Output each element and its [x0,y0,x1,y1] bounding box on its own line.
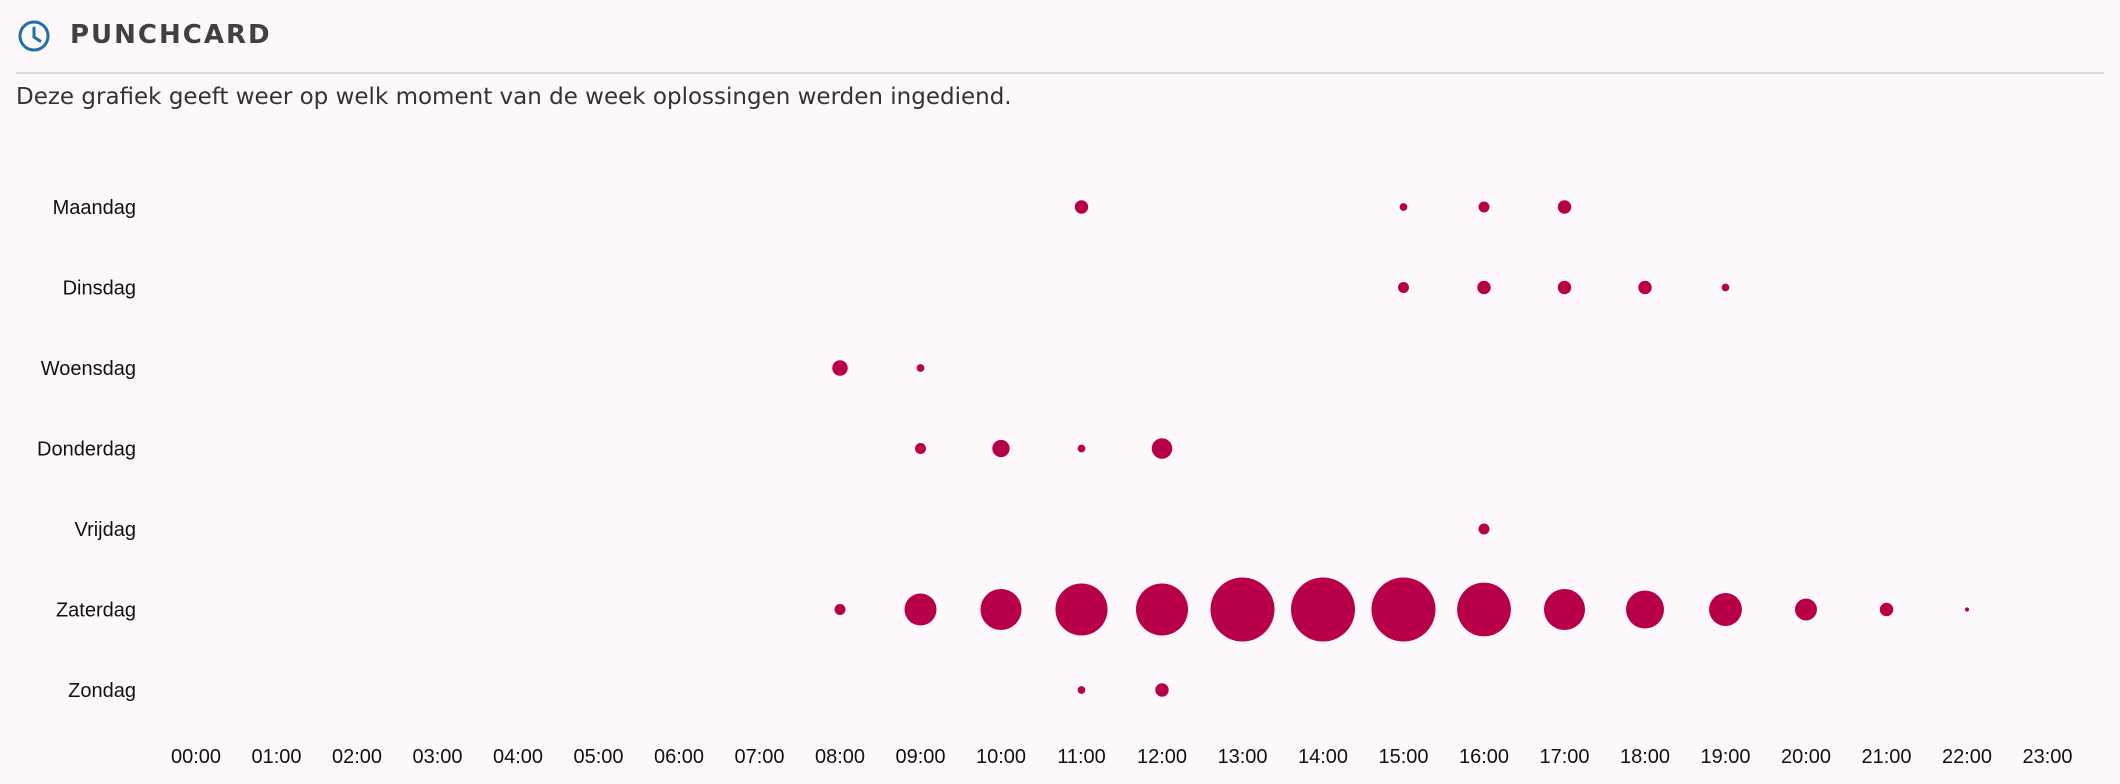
punch-dot[interactable] [915,443,926,454]
punch-dot[interactable] [1074,200,1089,214]
punch-dot[interactable] [1478,201,1490,213]
hour-tick-label: 08:00 [815,746,865,768]
hour-tick-label: 19:00 [1700,746,1750,768]
hour-tick-label: 13:00 [1217,746,1267,768]
punch-dot[interactable] [1291,577,1355,642]
punch-dot[interactable] [834,604,846,615]
punch-dot[interactable] [1457,582,1511,637]
punch-dot[interactable] [1964,607,1970,612]
hour-tick-label: 10:00 [976,746,1026,768]
hour-tick-label: 06:00 [654,746,704,768]
punch-dot[interactable] [992,439,1010,458]
punchcard-chart: Maandag Dinsdag Woensdag Donderdag Vrijdag Za… [37,197,2073,768]
hour-tick-label: 03:00 [412,746,462,768]
card-header: PUNCHCARD [16,14,2104,74]
clock-icon [18,20,50,52]
punch-dot[interactable] [1055,583,1108,636]
punch-dot[interactable] [1155,683,1169,697]
punch-dot[interactable] [1135,583,1189,636]
hour-tick-label: 15:00 [1378,746,1428,768]
punch-dot[interactable] [1210,577,1275,642]
hour-tick-label: 18:00 [1620,746,1670,768]
punch-dot[interactable] [1399,203,1408,211]
punch-dot[interactable] [1477,280,1491,295]
day-label: Woensdag [41,358,136,380]
punch-dot[interactable] [1077,444,1086,453]
punch-dot[interactable] [916,364,925,372]
punch-dot[interactable] [1795,598,1817,621]
punch-dot[interactable] [1478,523,1490,535]
hour-tick-label: 21:00 [1861,746,1911,768]
hour-tick-label: 09:00 [895,746,945,768]
punch-dot[interactable] [980,588,1022,631]
hour-tick-label: 12:00 [1137,746,1187,768]
punch-dot[interactable] [1638,280,1652,295]
punch-dot[interactable] [1077,686,1086,694]
punch-dot[interactable] [1398,282,1409,293]
punch-dot[interactable] [832,360,848,376]
punch-dot[interactable] [1557,200,1572,214]
punch-dot[interactable] [1543,588,1586,631]
chart-description: Deze grafiek geeft weer op welk moment v… [16,84,1012,110]
punch-dot[interactable] [1625,590,1665,629]
punch-dot[interactable] [1879,602,1894,617]
punch-dot[interactable] [1371,577,1436,642]
hour-tick-label: 23:00 [2022,746,2072,768]
hour-tick-label: 02:00 [332,746,382,768]
hour-tick-label: 04:00 [493,746,543,768]
hour-tick-label: 05:00 [573,746,623,768]
hour-tick-label: 17:00 [1539,746,1589,768]
punch-dot[interactable] [1557,280,1572,295]
punch-dot[interactable] [1721,283,1730,292]
hour-tick-label: 14:00 [1298,746,1348,768]
hour-tick-label: 11:00 [1057,746,1106,768]
hour-tick-label: 00:00 [171,746,221,768]
hour-tick-label: 22:00 [1942,746,1992,768]
day-label: Zaterdag [56,600,136,622]
day-label: Vrijdag [74,519,136,541]
hour-tick-label: 20:00 [1781,746,1831,768]
day-label: Zondag [68,680,136,702]
hour-tick-label: 16:00 [1459,746,1509,768]
punch-dot[interactable] [1709,593,1742,626]
hour-tick-label: 01:00 [251,746,301,768]
punch-dot[interactable] [904,593,937,626]
day-label: Maandag [53,197,136,219]
card-title: PUNCHCARD [70,20,272,50]
day-label: Donderdag [37,439,136,461]
day-label: Dinsdag [63,278,136,300]
punch-dot[interactable] [1151,438,1173,459]
hour-tick-label: 07:00 [734,746,784,768]
